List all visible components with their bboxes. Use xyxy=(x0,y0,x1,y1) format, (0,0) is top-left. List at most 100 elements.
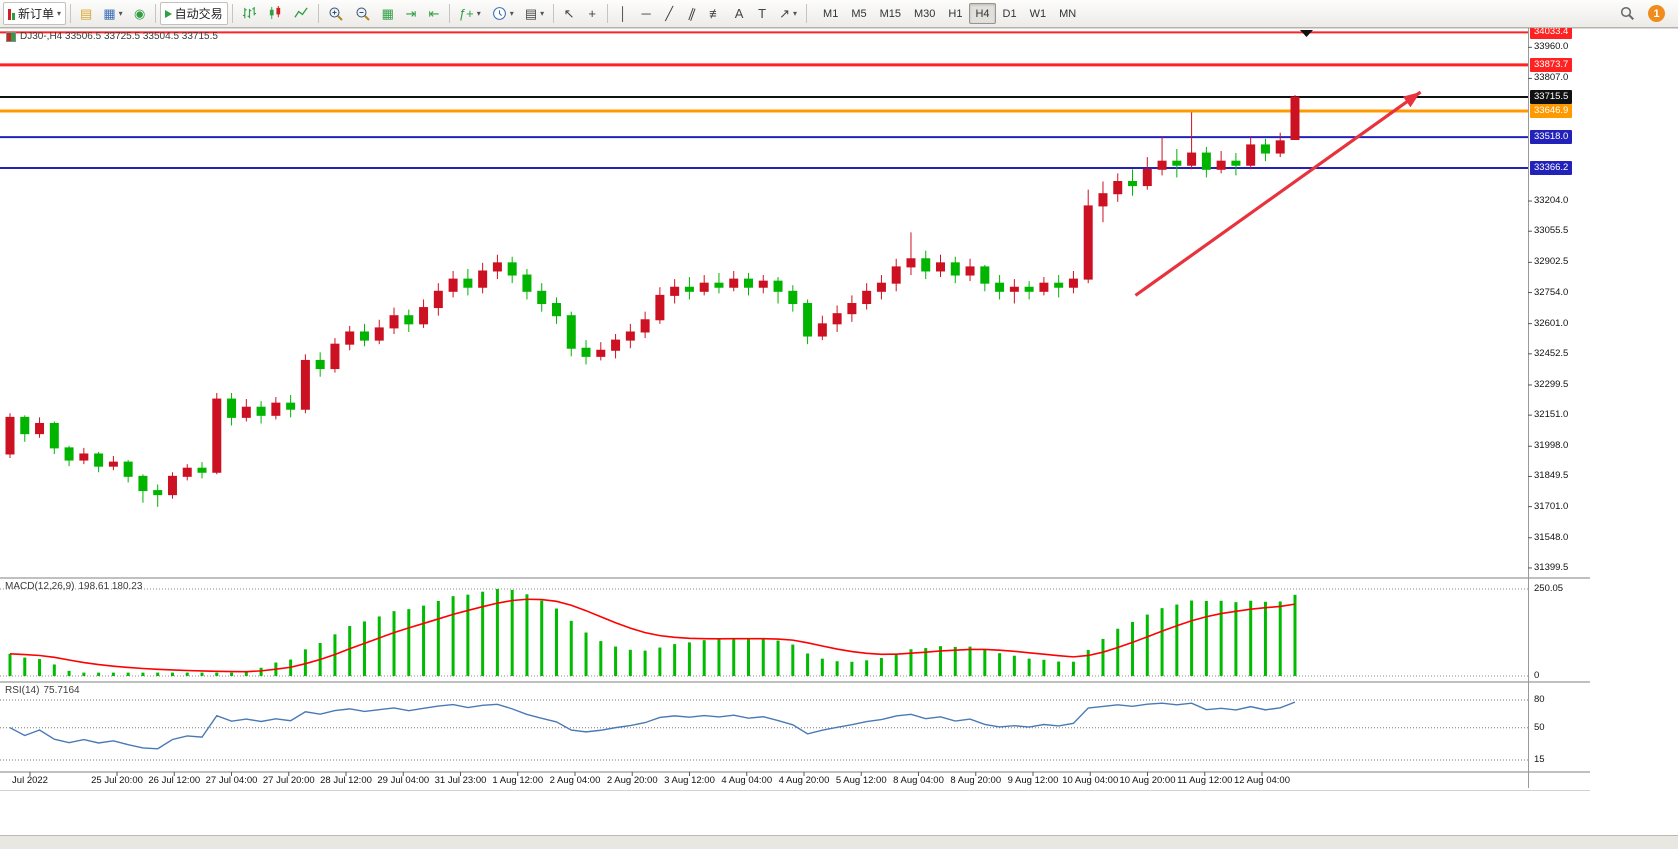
timeframe-button-h4[interactable]: H4 xyxy=(969,3,996,24)
trendline-icon: ╱ xyxy=(665,6,674,21)
crosshair-button[interactable]: + xyxy=(581,2,603,25)
auto-scroll-button[interactable]: ⇥ xyxy=(400,2,422,25)
chart-bars-button[interactable] xyxy=(237,2,262,25)
profiles-button[interactable]: ◉ xyxy=(129,2,151,25)
channel-button[interactable]: ∥ xyxy=(681,2,703,25)
timeframe-toolbar: M1 M5 M15 M30 H1 H4 D1 W1 MN xyxy=(817,3,1082,24)
toolbar-separator xyxy=(70,4,72,23)
macd-signal-line xyxy=(9,598,1296,673)
timeframe-button-m15[interactable]: M15 xyxy=(874,3,907,24)
caret-down-icon: ▾ xyxy=(118,8,123,18)
horizontal-line-button[interactable]: ─ xyxy=(635,2,657,25)
caret-down-icon: ▾ xyxy=(509,8,514,18)
charts-stack-button[interactable]: ▤ xyxy=(75,2,97,25)
toolbar-separator xyxy=(231,4,233,23)
symbol-line-text: DJ30-,H4 33506.5 33725.5 33504.5 33715.5 xyxy=(20,31,218,42)
tile-windows-icon: ▦ xyxy=(381,6,394,21)
toolbar-separator xyxy=(154,4,156,23)
timeframe-button-h1[interactable]: H1 xyxy=(942,3,968,24)
caret-down-icon: ▾ xyxy=(57,8,62,18)
caret-down-icon: ▾ xyxy=(476,8,481,18)
indicators-button[interactable]: ƒ+ ▾ xyxy=(454,2,486,25)
chart-shift-marker xyxy=(1300,30,1313,37)
play-icon xyxy=(164,9,172,18)
main-toolbar: 新订单 ▾ ▤ ▦ ▾ ◉ 自动交易 xyxy=(0,0,1678,28)
candles-layer xyxy=(5,94,1300,507)
autotrading-label: 自动交易 xyxy=(174,7,223,21)
toolbar-right-group: 1 xyxy=(1615,2,1665,25)
caret-down-icon: ▾ xyxy=(793,8,798,18)
notification-badge[interactable]: 1 xyxy=(1648,5,1665,22)
trendline-button[interactable]: ╱ xyxy=(658,2,680,25)
arrows-button[interactable]: ↗ ▾ xyxy=(774,2,802,25)
cursor-icon: ↖ xyxy=(563,6,575,21)
macd-readout: MACD(12,26,9) 198.61 180.23 xyxy=(5,581,142,592)
toolbar-separator xyxy=(317,4,319,23)
timeframe-button-mn[interactable]: MN xyxy=(1053,3,1082,24)
macd-title: MACD(12,26,9) xyxy=(5,581,75,592)
chart-shift-icon: ⇤ xyxy=(428,6,440,21)
horizontal-line-icon: ─ xyxy=(641,6,651,21)
bar-chart-icon xyxy=(242,6,256,19)
crosshair-icon: + xyxy=(588,6,596,21)
chart-shift-button[interactable]: ⇤ xyxy=(423,2,445,25)
tile-windows-button[interactable]: ▦ xyxy=(377,2,399,25)
fibonacci-button[interactable]: ≢ xyxy=(704,2,727,25)
periods-button[interactable]: ▾ xyxy=(487,2,519,25)
templates-button[interactable]: ▤ ▾ xyxy=(520,2,549,25)
zoom-out-icon xyxy=(356,7,370,21)
notification-count: 1 xyxy=(1653,7,1660,20)
rsi-title: RSI(14) xyxy=(5,685,40,696)
channel-icon: ∥ xyxy=(686,5,698,22)
chart-line-button[interactable] xyxy=(289,2,314,25)
toolbar-separator xyxy=(553,4,555,23)
candlestick-chart-icon xyxy=(269,6,280,20)
autotrading-button[interactable]: 自动交易 xyxy=(159,2,228,25)
new-chart-icon: ▦ xyxy=(103,6,116,21)
status-bar xyxy=(0,835,1678,849)
line-chart-icon xyxy=(294,7,308,18)
timeframe-button-d1[interactable]: D1 xyxy=(997,3,1023,24)
vertical-line-icon: │ xyxy=(619,6,628,21)
text-icon: A xyxy=(734,6,744,21)
timeframe-button-w1[interactable]: W1 xyxy=(1024,3,1053,24)
toolbar-separator xyxy=(448,4,450,23)
text-button[interactable]: A xyxy=(728,2,750,25)
trend-arrow-head xyxy=(1402,92,1421,108)
timeframe-button-m30[interactable]: M30 xyxy=(908,3,941,24)
templates-icon: ▤ xyxy=(524,6,538,21)
symbol-ohlc-readout: DJ30-,H4 33506.5 33725.5 33504.5 33715.5 xyxy=(6,31,218,42)
new-chart-button[interactable]: ▦ ▾ xyxy=(98,2,127,25)
arrow-tool-icon: ↗ xyxy=(779,6,791,21)
fibonacci-icon: ≢ xyxy=(709,6,723,21)
macd-values: 198.61 180.23 xyxy=(78,581,143,592)
profiles-icon: ◉ xyxy=(133,6,146,21)
rsi-value: 75.7164 xyxy=(43,685,80,696)
cursor-button[interactable]: ↖ xyxy=(558,2,580,25)
trend-arrow xyxy=(1134,90,1422,297)
macd-histogram xyxy=(8,589,1297,676)
search-button[interactable] xyxy=(1615,2,1640,25)
zoom-in-button[interactable] xyxy=(323,2,349,25)
toolbar-separator xyxy=(806,4,808,23)
label-icon: T xyxy=(758,6,767,21)
chart-candles-button[interactable] xyxy=(263,2,288,25)
rsi-line xyxy=(9,701,1296,750)
charts-stack-icon: ▤ xyxy=(80,6,93,21)
toolbar-separator xyxy=(607,4,609,23)
auto-scroll-icon: ⇥ xyxy=(405,6,417,21)
timeframe-button-m5[interactable]: M5 xyxy=(845,3,872,24)
new-order-icon xyxy=(8,8,15,20)
zoom-out-button[interactable] xyxy=(350,2,376,25)
search-icon xyxy=(1620,6,1635,21)
new-order-button[interactable]: 新订单 ▾ xyxy=(3,2,67,25)
indicators-icon: ƒ+ xyxy=(458,6,474,21)
new-order-label: 新订单 xyxy=(18,7,55,21)
rsi-readout: RSI(14) 75.7164 xyxy=(5,685,80,696)
timeframe-button-m1[interactable]: M1 xyxy=(817,3,844,24)
zoom-in-icon xyxy=(329,7,343,21)
label-button[interactable]: T xyxy=(751,2,773,25)
vertical-line-button[interactable]: │ xyxy=(612,2,634,25)
clock-icon xyxy=(492,7,506,20)
